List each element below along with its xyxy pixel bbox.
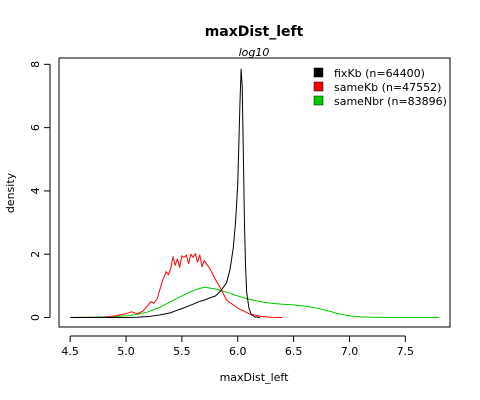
chart-title: maxDist_left — [205, 24, 304, 40]
legend-swatch-fixkb — [313, 67, 324, 78]
x-tick-label: 5.0 — [117, 345, 135, 358]
series-group — [70, 68, 439, 319]
y-tick-label: 4 — [29, 187, 42, 194]
legend-swatch-samenbr — [313, 95, 324, 106]
x-tick-label: 6.0 — [229, 345, 247, 358]
y-tick-label: 6 — [29, 124, 42, 131]
x-axis: 4.5 5.0 5.5 6.0 6.5 7.0 7.5 — [61, 335, 415, 358]
series-line-samenbr — [70, 286, 439, 319]
legend-label-fixkb: fixKb (n=64400) — [334, 67, 425, 80]
x-tick-label: 7.0 — [341, 345, 359, 358]
y-tick-label: 8 — [29, 61, 42, 68]
chart-subtitle: log10 — [239, 46, 270, 59]
y-tick-label: 0 — [29, 314, 42, 321]
y-axis-label: density — [4, 172, 17, 213]
series-line-fixkb — [70, 68, 261, 319]
y-axis: 0 2 4 6 8 — [29, 61, 51, 321]
plot-frame — [58, 57, 451, 328]
x-tick-label: 7.5 — [397, 345, 415, 358]
y-tick-label: 2 — [29, 251, 42, 258]
series-line-samekb — [70, 253, 283, 319]
x-axis-label: maxDist_left — [220, 371, 290, 384]
legend-label-samenbr: sameNbr (n=83896) — [334, 95, 447, 108]
legend-swatch-samekb — [313, 81, 324, 92]
x-tick-label: 6.5 — [285, 345, 303, 358]
legend-label-samekb: sameKb (n=47552) — [334, 81, 441, 94]
x-tick-label: 5.5 — [173, 345, 191, 358]
legend: fixKb (n=64400)sameKb (n=47552)sameNbr (… — [313, 67, 447, 108]
x-tick-label: 4.5 — [61, 345, 79, 358]
